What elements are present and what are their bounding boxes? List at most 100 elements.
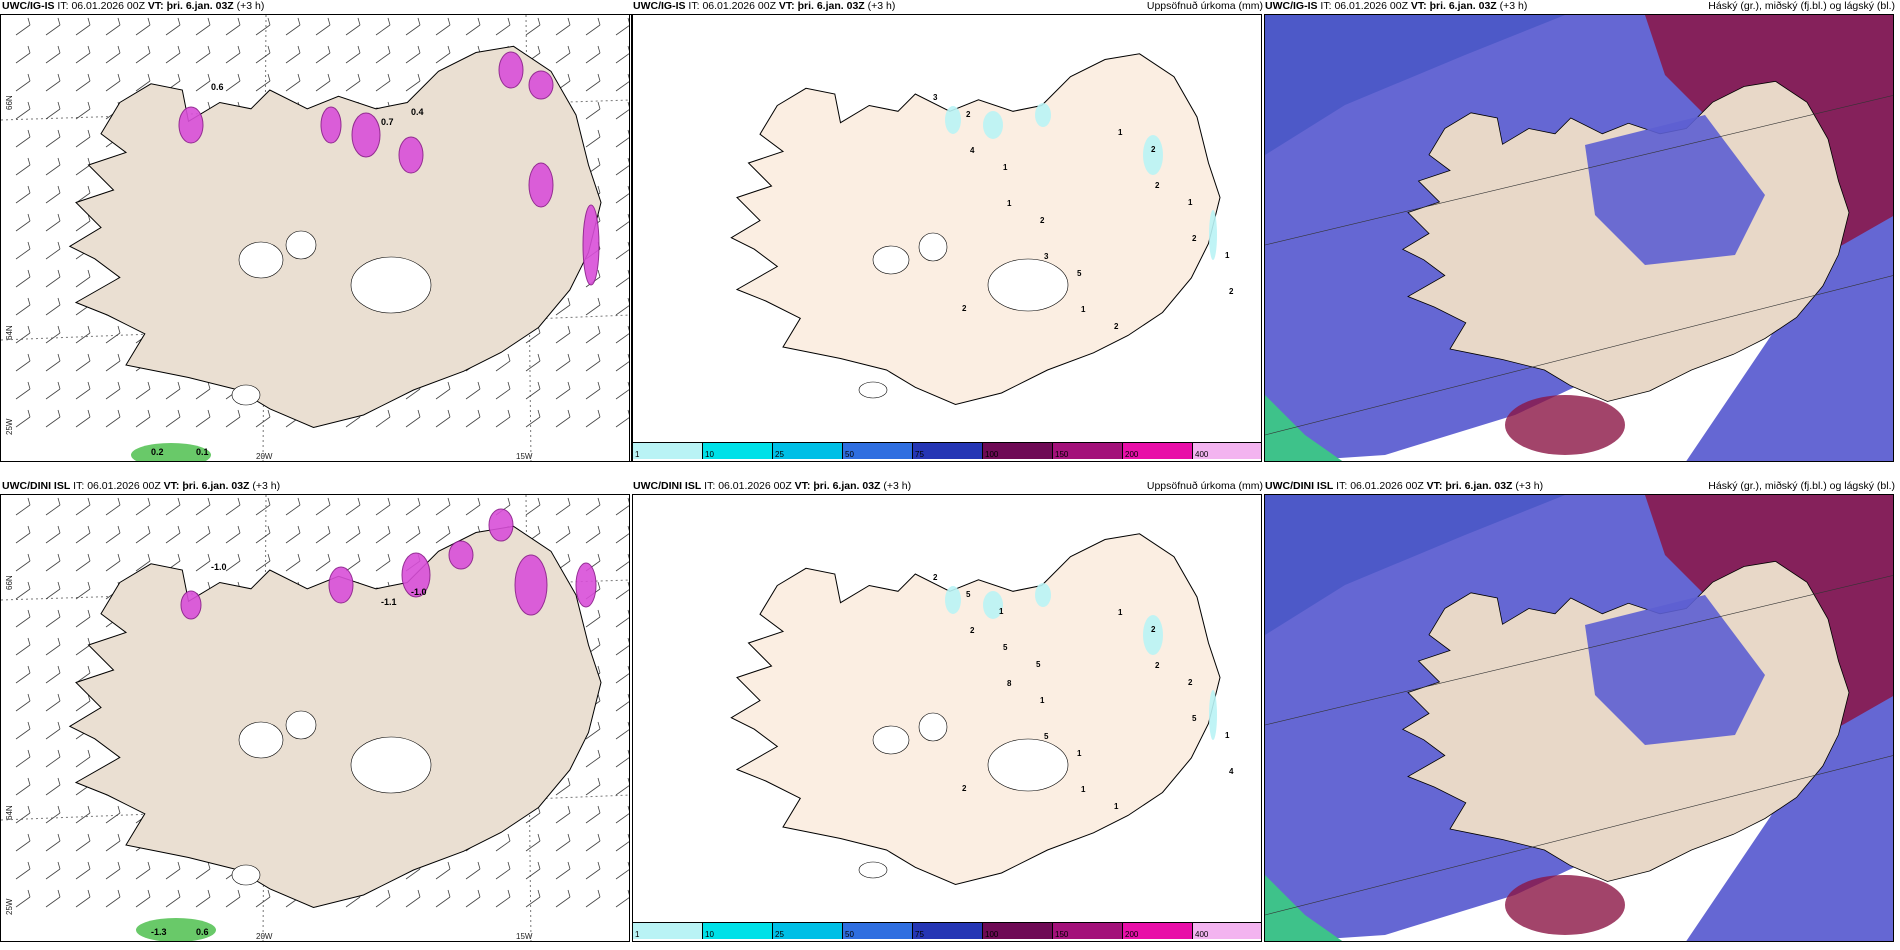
precip-value-label: 1	[1118, 128, 1123, 137]
legend-tick: 10	[705, 930, 714, 939]
wind-value-label: -1.1	[381, 597, 397, 607]
legend-swatch	[843, 443, 913, 459]
precip-value-label: 2	[1040, 216, 1045, 225]
legend-tick: 100	[985, 930, 999, 939]
precip-value-label: 1	[1081, 785, 1086, 794]
legend-swatch	[1193, 923, 1261, 939]
precip-map-header-top: UWC/IG-IS IT: 06.01.2026 00Z VT: þri. 6.…	[633, 0, 1263, 12]
precip-value-label: 8	[1007, 679, 1012, 688]
iceland-land	[68, 525, 602, 909]
legend-swatch	[843, 923, 913, 939]
precip-value-label: 3	[1044, 252, 1049, 261]
iceland-land	[68, 45, 602, 429]
precip-value-label: 1	[1077, 749, 1082, 758]
cloud-title: Háský (gr.), miðský (fj.bl.) og lágský (…	[1708, 0, 1895, 12]
legend-tick: 25	[775, 930, 784, 939]
wind-value-label: -1.3	[151, 927, 167, 937]
precip-value-label: 1	[1081, 305, 1086, 314]
legend-swatch	[1123, 443, 1193, 459]
precip-legend	[633, 442, 1261, 461]
lat-label: 64N	[5, 805, 14, 820]
legend-tick: 150	[1055, 450, 1069, 459]
precip-value-label: 2	[962, 784, 967, 793]
precip-value-label: 4	[1229, 767, 1234, 776]
legend-swatch	[1053, 923, 1123, 939]
precip-value-label: 2	[1114, 322, 1119, 331]
precip-value-label: 2	[1155, 181, 1160, 190]
legend-swatch	[1193, 443, 1261, 459]
cloud-map-top	[1264, 14, 1894, 462]
precip-value-label: 2	[1151, 145, 1156, 154]
legend-tick: 75	[915, 450, 924, 459]
legend-tick: 50	[845, 450, 854, 459]
precip-value-label: 2	[1188, 678, 1193, 687]
wind-value-label: 0.7	[381, 117, 394, 127]
legend-tick: 150	[1055, 930, 1069, 939]
precip-value-label: 2	[1192, 234, 1197, 243]
lon-label: 15W	[516, 932, 533, 941]
precip-value-label: 5	[1044, 732, 1049, 741]
lat-label: 25W	[5, 898, 14, 915]
legend-tick: 100	[985, 450, 999, 459]
lon-label: 15W	[516, 452, 533, 461]
wind-value-label: 0.4	[411, 107, 424, 117]
precip-value-label: 1	[1040, 696, 1045, 705]
lon-label: 20W	[256, 932, 273, 941]
precip-value-label: 1	[1225, 731, 1230, 740]
precip-map-header-bottom: UWC/DINI ISL IT: 06.01.2026 00Z VT: þri.…	[633, 480, 1263, 492]
precip-title: Uppsöfnuð úrkoma (mm)	[1146, 0, 1263, 12]
precip-value-label: 2	[966, 110, 971, 119]
legend-tick: 400	[1195, 930, 1209, 939]
precip-value-label: 1	[999, 607, 1004, 616]
cloud-map-bottom	[1264, 494, 1894, 942]
legend-swatch	[913, 923, 983, 939]
wind-value-label: 0.2	[151, 447, 164, 457]
precip-value-label: 2	[962, 304, 967, 313]
legend-tick: 1	[635, 450, 640, 459]
iceland-land	[730, 53, 1221, 406]
wind-value-label: -1.0	[211, 562, 227, 572]
cloud-map-header-bottom: UWC/DINI ISL IT: 06.01.2026 00Z VT: þri.…	[1265, 480, 1895, 492]
precip-value-label: 5	[966, 590, 971, 599]
wind-value-label: 0.6	[196, 927, 209, 937]
lat-label: 66N	[5, 95, 14, 110]
precip-value-label: 3	[933, 93, 938, 102]
legend-tick: 200	[1125, 930, 1139, 939]
legend-tick: 75	[915, 930, 924, 939]
precip-value-label: 1	[1188, 198, 1193, 207]
legend-swatch	[1053, 443, 1123, 459]
lon-label: 20W	[256, 452, 273, 461]
legend-swatch	[983, 443, 1053, 459]
legend-swatch	[703, 443, 773, 459]
cloud-map-header-top: UWC/IG-IS IT: 06.01.2026 00Z VT: þri. 6.…	[1265, 0, 1895, 12]
legend-swatch	[913, 443, 983, 459]
legend-swatch	[773, 923, 843, 939]
precip-map-bottom: 2 2 8 5 1 1 2 5 4 5 5 1 1 1 2 2 1 2 1 5 1 10 25 50 75 100 150 200 40…	[632, 494, 1262, 942]
wind-map-bottom: 66N 64N 25W 20W 15W -1.0 -1.1 -1.0 -1.3 0.6	[0, 494, 630, 942]
precip-value-label: 2	[970, 626, 975, 635]
wind-map-top: 66N 64N 25W 20W 15W 0.6 0.7 0.4 0.2 0.1	[0, 14, 630, 462]
legend-swatch	[773, 443, 843, 459]
wind-value-label: -1.0	[411, 587, 427, 597]
precip-legend	[633, 922, 1261, 941]
precip-map-top: 3 4 1 3 1 1 2 2 2 2 1 2 5 2 2 1 1 2 1 10 25 50 75 100 150 200 400	[632, 14, 1262, 462]
precip-value-label: 5	[1036, 660, 1041, 669]
model-name: UWC/IG-IS	[2, 0, 55, 12]
precip-value-label: 2	[1229, 287, 1234, 296]
precip-value-label: 5	[1077, 269, 1082, 278]
precip-value-label: 2	[1155, 661, 1160, 670]
legend-swatch	[983, 923, 1053, 939]
legend-tick: 400	[1195, 450, 1209, 459]
legend-swatch	[633, 443, 703, 459]
legend-tick: 10	[705, 450, 714, 459]
lat-label: 64N	[5, 325, 14, 340]
precip-value-label: 5	[1003, 643, 1008, 652]
wind-map-header-top: UWC/IG-IS IT: 06.01.2026 00Z VT: þri. 6.…	[2, 0, 265, 12]
precip-value-label: 1	[1003, 163, 1008, 172]
legend-swatch	[1123, 923, 1193, 939]
wind-map-header-bottom: UWC/DINI ISL IT: 06.01.2026 00Z VT: þri.…	[2, 480, 281, 492]
precip-value-label: 1	[1225, 251, 1230, 260]
precip-value-label: 1	[1118, 608, 1123, 617]
legend-swatch	[703, 923, 773, 939]
legend-tick: 50	[845, 930, 854, 939]
